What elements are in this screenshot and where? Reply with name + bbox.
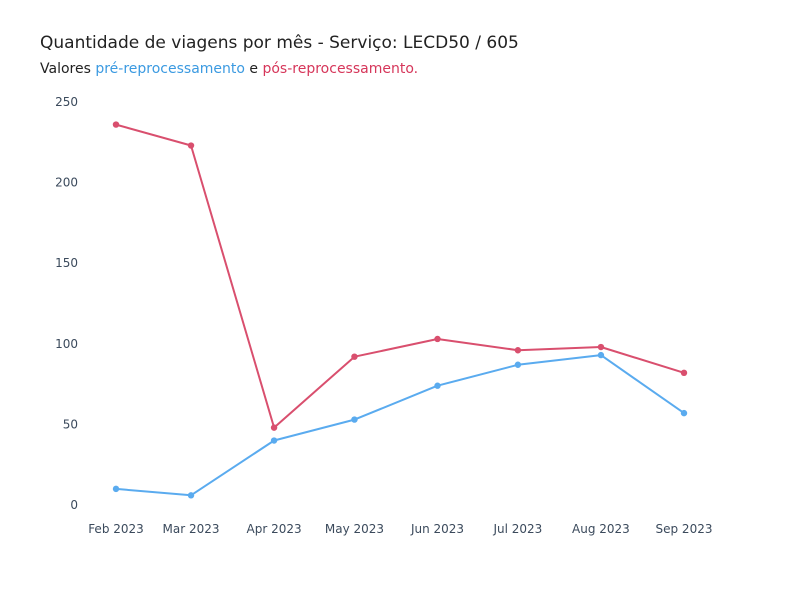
data-point-pre xyxy=(112,485,120,493)
x-tick-label: Jul 2023 xyxy=(492,522,542,536)
subtitle-and: e xyxy=(244,61,263,77)
data-point-pre xyxy=(680,409,688,417)
x-tick-label: Aug 2023 xyxy=(572,522,630,536)
x-tick-label: Sep 2023 xyxy=(656,522,713,536)
x-tick-label: Apr 2023 xyxy=(247,522,302,536)
data-point-pre xyxy=(187,492,195,499)
y-tick-label: 150 xyxy=(55,256,78,270)
data-point-pre xyxy=(514,361,522,368)
data-point-pre xyxy=(597,351,605,359)
data-point-pre xyxy=(434,382,441,389)
y-tick-label: 250 xyxy=(55,95,78,109)
x-tick-label: Jun 2023 xyxy=(410,522,464,536)
y-tick-label: 0 xyxy=(70,498,78,512)
y-tick-label: 50 xyxy=(63,417,78,431)
data-point-pre xyxy=(270,437,278,444)
data-point-pos xyxy=(187,142,195,149)
subtitle-prefix: Valores xyxy=(40,61,96,77)
data-point-pos xyxy=(680,369,688,377)
y-tick-label: 200 xyxy=(55,176,78,190)
y-tick-label: 100 xyxy=(55,337,78,351)
subtitle-pos-label: pós-reprocessamento. xyxy=(262,61,419,77)
data-point-pos xyxy=(270,424,278,431)
data-point-pos xyxy=(597,343,605,351)
x-tick-label: Feb 2023 xyxy=(88,522,144,536)
series-line-pos xyxy=(115,123,685,429)
subtitle-pre-label: pré-reprocessamento xyxy=(95,61,245,77)
series-line-pre xyxy=(115,354,685,497)
chart-title: Quantidade de viagens por mês - Serviço:… xyxy=(40,33,519,53)
data-point-pos xyxy=(351,353,358,360)
data-point-pos xyxy=(434,335,441,343)
chart-subtitle: Valores pré-reprocessamento e pós-reproc… xyxy=(40,61,418,77)
x-tick-label: May 2023 xyxy=(325,522,384,536)
x-tick-label: Mar 2023 xyxy=(163,522,220,536)
data-point-pos xyxy=(112,121,120,128)
data-point-pos xyxy=(514,347,522,354)
data-point-pre xyxy=(351,416,358,423)
